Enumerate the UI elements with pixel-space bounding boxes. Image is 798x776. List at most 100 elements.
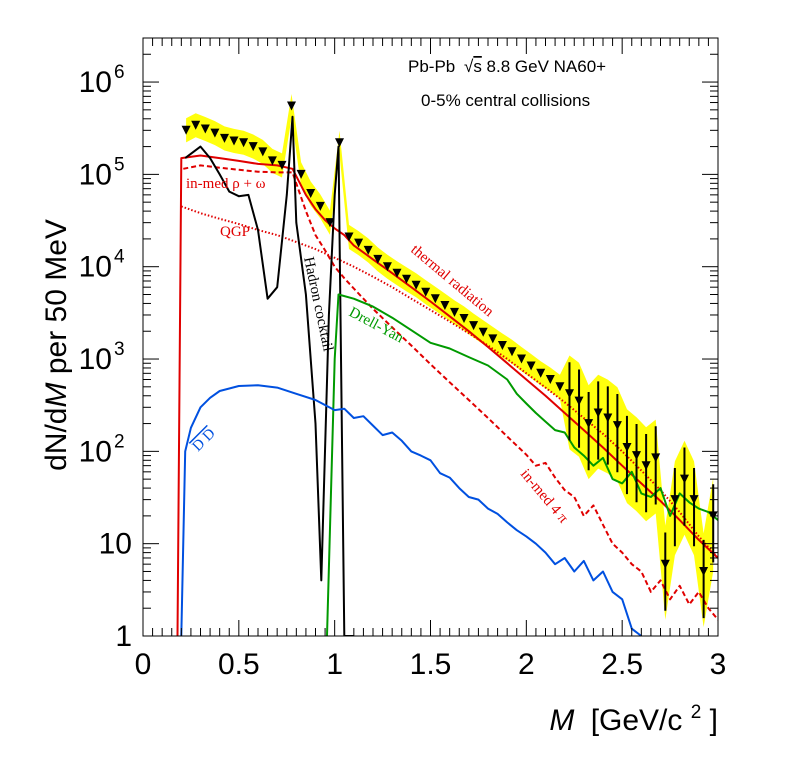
series-line-hadron-cocktail	[184, 115, 354, 636]
data-point	[488, 334, 498, 344]
data-point	[536, 368, 546, 378]
data-point	[382, 262, 392, 272]
data-point	[181, 125, 191, 135]
series-layer	[176, 115, 718, 636]
y-tick-label-exponent: 3	[114, 339, 125, 360]
x-axis-title-unit-sup: 2	[691, 702, 702, 723]
y-tick-label: 10	[79, 435, 112, 468]
data-point	[603, 413, 613, 423]
data-point	[545, 375, 555, 384]
data-point	[612, 421, 622, 431]
data-point	[478, 327, 488, 337]
y-tick-label: 10	[79, 343, 112, 376]
data-point	[440, 301, 450, 310]
data-point	[220, 133, 229, 143]
series-line-dd	[180, 384, 642, 636]
y-axis-title-b: M	[40, 383, 73, 408]
info-line-1-s: s	[473, 57, 482, 76]
y-tick-label: 1	[115, 620, 132, 653]
info-line-1-b: 8.8 GeV NA60+	[482, 57, 606, 76]
x-axis-title-symbol: M	[549, 704, 574, 737]
data-point	[296, 169, 306, 179]
uncertainty-band-layer	[186, 94, 714, 628]
y-axis-title-a: dN/d	[40, 408, 73, 471]
data-point	[335, 138, 344, 148]
series-line-qgp	[180, 205, 718, 559]
data-point	[593, 408, 603, 418]
y-tick-label: 10	[79, 158, 112, 191]
data-point	[517, 354, 526, 364]
data-point	[354, 238, 364, 248]
plot-area	[142, 37, 719, 637]
info-line-2: 0-5% central collisions	[421, 91, 590, 110]
info-line-1-a: Pb-Pb	[408, 57, 460, 76]
y-tick-label-exponent: 4	[114, 247, 125, 268]
data-point	[430, 294, 440, 304]
data-point	[248, 142, 258, 152]
data-uncertainty-band	[186, 94, 714, 628]
y-axis-title: dN/dM per 50 MeV	[40, 219, 73, 471]
annotation-dd: D D	[190, 425, 219, 454]
data-point	[699, 567, 709, 576]
data-point	[689, 495, 699, 505]
annotation-qgp: QGP	[220, 224, 250, 240]
data-point	[191, 120, 201, 130]
data-point	[574, 396, 584, 406]
data-point	[565, 389, 574, 399]
data-point	[584, 419, 594, 429]
x-tick-label: 1.5	[410, 648, 452, 681]
data-point	[287, 101, 296, 111]
x-axis-title-unit-end: ]	[710, 704, 718, 737]
x-tick-label: 0.5	[218, 648, 260, 681]
series-line-inmed-rho-omega	[183, 164, 718, 621]
info-sqrt-symbol: √	[464, 57, 474, 76]
info-line-1: Pb-Pb √s 8.8 GeV NA60+	[408, 57, 606, 76]
series-line-thermal-radiation	[176, 154, 718, 636]
data-point	[421, 287, 431, 297]
x-tick-label: 2	[518, 648, 535, 681]
data-point	[392, 268, 402, 278]
data-point	[660, 559, 670, 569]
y-tick-label-exponent: 5	[114, 154, 125, 175]
data-point	[411, 280, 421, 290]
data-point	[507, 347, 517, 357]
annotation-inmed-rho-omega: in-med ρ + ω	[186, 176, 266, 192]
x-axis-title-unit: [GeV/c	[591, 704, 683, 737]
annotation-inmed-4pi: in-med 4 π	[517, 466, 571, 526]
data-point	[277, 160, 287, 170]
data-point	[200, 124, 210, 134]
series-line-drell-yan	[326, 293, 718, 636]
data-point	[402, 274, 411, 284]
data-point	[363, 245, 373, 255]
data-point	[210, 128, 220, 138]
data-point	[526, 361, 536, 371]
data-point	[306, 189, 316, 198]
data-point	[555, 382, 565, 392]
data-point	[632, 451, 641, 461]
data-point	[469, 321, 479, 331]
y-tick-label-exponent: 6	[114, 62, 125, 83]
x-tick-label: 1	[326, 648, 343, 681]
data-point	[373, 254, 383, 264]
y-tick-label: 10	[79, 66, 112, 99]
data-point	[344, 232, 354, 242]
y-tick-label-exponent: 2	[114, 431, 125, 452]
data-point	[459, 314, 469, 323]
data-point	[641, 461, 651, 471]
x-tick-label: 0	[135, 648, 152, 681]
y-tick-label: 10	[79, 251, 112, 284]
data-point	[670, 495, 680, 505]
data-point	[651, 453, 661, 463]
data-point	[680, 474, 689, 484]
data-point	[229, 136, 239, 146]
x-tick-label: 3	[710, 648, 727, 681]
x-tick-label: 2.5	[601, 648, 643, 681]
data-point	[450, 307, 459, 317]
data-point	[239, 138, 249, 148]
y-tick-label: 10	[99, 528, 132, 561]
data-point	[267, 156, 277, 166]
data-point	[622, 443, 632, 452]
y-axis-title-c: per 50 MeV	[40, 219, 73, 382]
